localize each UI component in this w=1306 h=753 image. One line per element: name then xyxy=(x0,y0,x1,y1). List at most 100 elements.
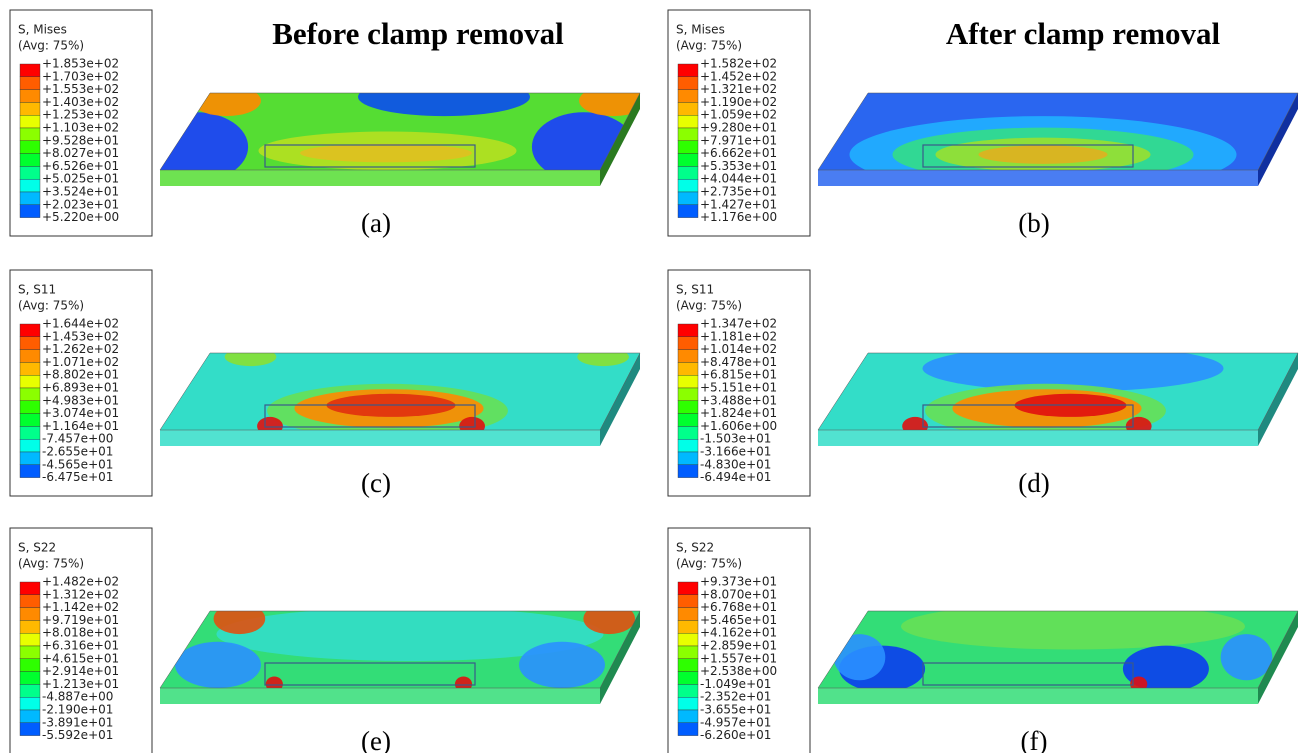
contour-region xyxy=(214,603,266,634)
legend-swatch xyxy=(678,64,698,77)
legend-swatch xyxy=(20,337,40,350)
plate-top xyxy=(160,348,640,438)
legend-swatch xyxy=(20,324,40,337)
legend-swatch xyxy=(678,608,698,621)
contour-region xyxy=(300,144,472,162)
contour-region xyxy=(192,85,261,116)
legend-swatch xyxy=(678,337,698,350)
legend-swatch xyxy=(678,620,698,633)
legend-swatch xyxy=(678,90,698,103)
legend-title: S, Mises xyxy=(676,23,725,37)
legend-swatch xyxy=(20,465,40,478)
heading-after: After clamp removal xyxy=(946,16,1221,51)
contour-region xyxy=(577,348,629,366)
legend-swatch xyxy=(678,659,698,672)
legend-swatch xyxy=(678,646,698,659)
legend-swatch xyxy=(20,697,40,710)
heading-before: Before clamp removal xyxy=(272,16,564,51)
panel: S, S22(Avg: 75%)+9.373e+01+8.070e+01+6.7… xyxy=(668,528,1298,753)
plate-top xyxy=(818,603,1298,692)
caption: (b) xyxy=(1018,208,1049,238)
legend-subtitle: (Avg: 75%) xyxy=(676,299,742,313)
legend-swatch xyxy=(678,414,698,427)
panel: S, S11(Avg: 75%)+1.644e+02+1.453e+02+1.2… xyxy=(10,270,640,498)
figure: Before clamp removal After clamp removal… xyxy=(0,0,1306,753)
legend-swatch xyxy=(678,141,698,154)
contour-region xyxy=(358,78,530,117)
legend-swatch xyxy=(678,324,698,337)
legend-swatch xyxy=(678,633,698,646)
legend-swatch xyxy=(20,77,40,90)
legend-swatch xyxy=(20,128,40,141)
legend-label: +5.220e+00 xyxy=(42,210,119,224)
legend-swatch xyxy=(678,375,698,388)
legend-title: S, Mises xyxy=(18,23,67,37)
legend-swatch xyxy=(678,401,698,414)
contour-region xyxy=(519,642,605,688)
plate-front xyxy=(818,170,1258,186)
legend-swatch xyxy=(20,595,40,608)
legend-title: S, S22 xyxy=(18,541,56,555)
contour-region xyxy=(979,145,1108,163)
caption: (a) xyxy=(361,208,391,238)
legend-swatch xyxy=(678,697,698,710)
plate-front xyxy=(160,170,600,186)
legend-swatch xyxy=(20,646,40,659)
caption: (c) xyxy=(361,468,391,498)
legend-label: +1.176e+00 xyxy=(700,210,777,224)
plate-front xyxy=(160,430,600,446)
legend-swatch xyxy=(20,659,40,672)
legend-swatch xyxy=(678,426,698,439)
legend-swatch xyxy=(678,595,698,608)
legend-swatch xyxy=(678,192,698,205)
legend-swatch xyxy=(20,205,40,218)
legend-swatch xyxy=(20,115,40,128)
legend-swatch xyxy=(678,205,698,218)
contour-region xyxy=(175,642,261,688)
legend-swatch xyxy=(20,90,40,103)
contour-region xyxy=(583,603,635,634)
legend-swatch xyxy=(20,154,40,167)
legend-swatch xyxy=(20,633,40,646)
caption: (d) xyxy=(1018,468,1049,498)
legend-swatch xyxy=(678,684,698,697)
legend-swatch xyxy=(20,192,40,205)
legend-swatch xyxy=(20,439,40,452)
panel: S, S11(Avg: 75%)+1.347e+02+1.181e+02+1.0… xyxy=(668,270,1298,498)
legend-subtitle: (Avg: 75%) xyxy=(18,39,84,53)
legend-swatch xyxy=(20,375,40,388)
legend-swatch xyxy=(678,439,698,452)
legend-swatch xyxy=(678,115,698,128)
legend-swatch xyxy=(20,166,40,179)
caption: (f) xyxy=(1021,726,1048,753)
legend-swatch xyxy=(20,452,40,465)
plate-top xyxy=(160,603,640,692)
legend-swatch xyxy=(678,452,698,465)
legend-swatch xyxy=(20,401,40,414)
legend-swatch xyxy=(678,723,698,736)
legend-swatch xyxy=(20,362,40,375)
legend-title: S, S22 xyxy=(676,541,714,555)
legend-subtitle: (Avg: 75%) xyxy=(676,557,742,571)
legend-swatch xyxy=(678,582,698,595)
legend-swatch xyxy=(20,179,40,192)
legend-swatch xyxy=(20,620,40,633)
plate-front xyxy=(818,688,1258,704)
legend-swatch xyxy=(678,672,698,685)
panel: S, S22(Avg: 75%)+1.482e+02+1.312e+02+1.1… xyxy=(10,528,640,753)
legend-label: -6.475e+01 xyxy=(42,470,113,484)
legend-subtitle: (Avg: 75%) xyxy=(18,299,84,313)
legend-swatch xyxy=(20,723,40,736)
legend-swatch xyxy=(20,102,40,115)
legend-swatch xyxy=(678,154,698,167)
plate-front xyxy=(818,430,1258,446)
legend-swatch xyxy=(20,582,40,595)
legend-swatch xyxy=(678,710,698,723)
contour-region xyxy=(901,603,1245,649)
legend-swatch xyxy=(20,64,40,77)
contour-region xyxy=(1221,634,1273,680)
legend-swatch xyxy=(20,388,40,401)
legend-subtitle: (Avg: 75%) xyxy=(676,39,742,53)
legend-swatch xyxy=(678,388,698,401)
legend-swatch xyxy=(678,465,698,478)
